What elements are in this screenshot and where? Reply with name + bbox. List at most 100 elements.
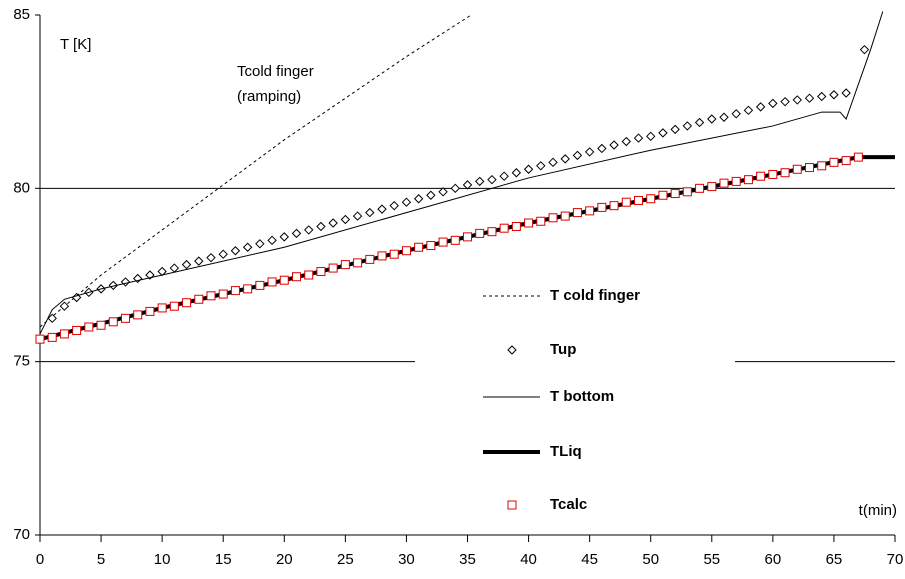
- marker: [169, 301, 179, 311]
- marker: [548, 213, 558, 223]
- x-tick-label: 65: [826, 551, 843, 568]
- marker: [487, 174, 497, 185]
- marker: [255, 239, 265, 249]
- marker: [609, 201, 619, 211]
- marker: [377, 251, 387, 261]
- marker: [401, 246, 411, 256]
- marker: [413, 194, 424, 204]
- marker: [47, 313, 57, 324]
- marker: [682, 187, 692, 197]
- marker: [853, 152, 863, 162]
- marker: [182, 298, 192, 308]
- marker: [792, 164, 802, 174]
- marker: [243, 284, 253, 294]
- marker: [194, 294, 204, 304]
- y-tick-label: 70: [13, 526, 30, 543]
- marker: [438, 187, 448, 197]
- marker: [59, 329, 69, 339]
- marker: [267, 277, 277, 287]
- marker: [340, 214, 351, 225]
- marker: [859, 44, 870, 55]
- marker: [292, 272, 301, 282]
- marker: [450, 235, 460, 245]
- marker: [316, 267, 326, 277]
- marker: [731, 176, 741, 186]
- marker: [169, 263, 180, 273]
- marker: [352, 211, 363, 221]
- series-line: [40, 14, 472, 328]
- x-tick-label: 10: [154, 551, 171, 568]
- marker: [731, 109, 741, 119]
- marker: [499, 223, 509, 233]
- marker: [59, 301, 70, 311]
- series-line: [40, 11, 884, 335]
- x-tick-label: 5: [97, 551, 105, 568]
- marker: [670, 189, 680, 199]
- marker: [817, 91, 827, 102]
- marker: [768, 169, 778, 179]
- marker: [780, 96, 790, 107]
- marker: [719, 112, 729, 122]
- marker: [145, 270, 155, 280]
- marker: [585, 206, 595, 216]
- x-tick-label: 20: [276, 551, 293, 568]
- marker: [463, 232, 472, 242]
- marker: [609, 140, 619, 150]
- marker: [157, 303, 167, 313]
- marker: [646, 131, 656, 142]
- marker: [145, 306, 155, 316]
- marker: [120, 277, 131, 287]
- marker: [96, 320, 106, 330]
- marker: [511, 168, 522, 178]
- marker: [805, 163, 814, 173]
- marker: [841, 156, 851, 166]
- marker: [646, 194, 656, 204]
- x-tick-label: 15: [215, 551, 232, 568]
- marker: [780, 168, 790, 178]
- marker: [157, 266, 167, 277]
- marker: [695, 183, 705, 193]
- marker: [255, 280, 265, 290]
- marker: [218, 289, 228, 299]
- marker: [511, 221, 521, 231]
- marker: [548, 157, 558, 168]
- legend-label: T bottom: [550, 388, 614, 405]
- marker: [279, 275, 289, 285]
- marker: [694, 117, 705, 128]
- marker: [206, 291, 216, 301]
- marker: [682, 121, 693, 131]
- marker: [523, 164, 534, 174]
- annotation: (ramping): [237, 88, 301, 105]
- marker: [768, 98, 778, 109]
- marker: [536, 161, 546, 171]
- marker: [365, 254, 375, 264]
- marker: [597, 202, 607, 212]
- marker: [108, 280, 118, 291]
- marker: [560, 211, 570, 221]
- x-tick-label: 0: [36, 551, 44, 568]
- marker: [841, 88, 851, 98]
- marker: [633, 133, 644, 143]
- marker: [267, 235, 277, 246]
- marker: [524, 218, 534, 228]
- marker: [792, 95, 802, 105]
- legend-swatch: [507, 345, 517, 355]
- marker: [572, 208, 582, 218]
- marker: [194, 256, 204, 266]
- marker: [389, 200, 399, 211]
- x-tick-label: 25: [337, 551, 354, 568]
- marker: [438, 237, 448, 247]
- marker: [560, 154, 570, 164]
- marker: [817, 161, 827, 171]
- x-tick-label: 55: [703, 551, 720, 568]
- marker: [328, 218, 338, 228]
- x-tick-label: 30: [398, 551, 415, 568]
- marker: [499, 171, 509, 181]
- marker: [328, 263, 338, 273]
- marker: [743, 105, 754, 116]
- marker: [181, 259, 192, 270]
- marker: [707, 182, 717, 192]
- marker: [829, 157, 839, 167]
- marker: [279, 232, 289, 242]
